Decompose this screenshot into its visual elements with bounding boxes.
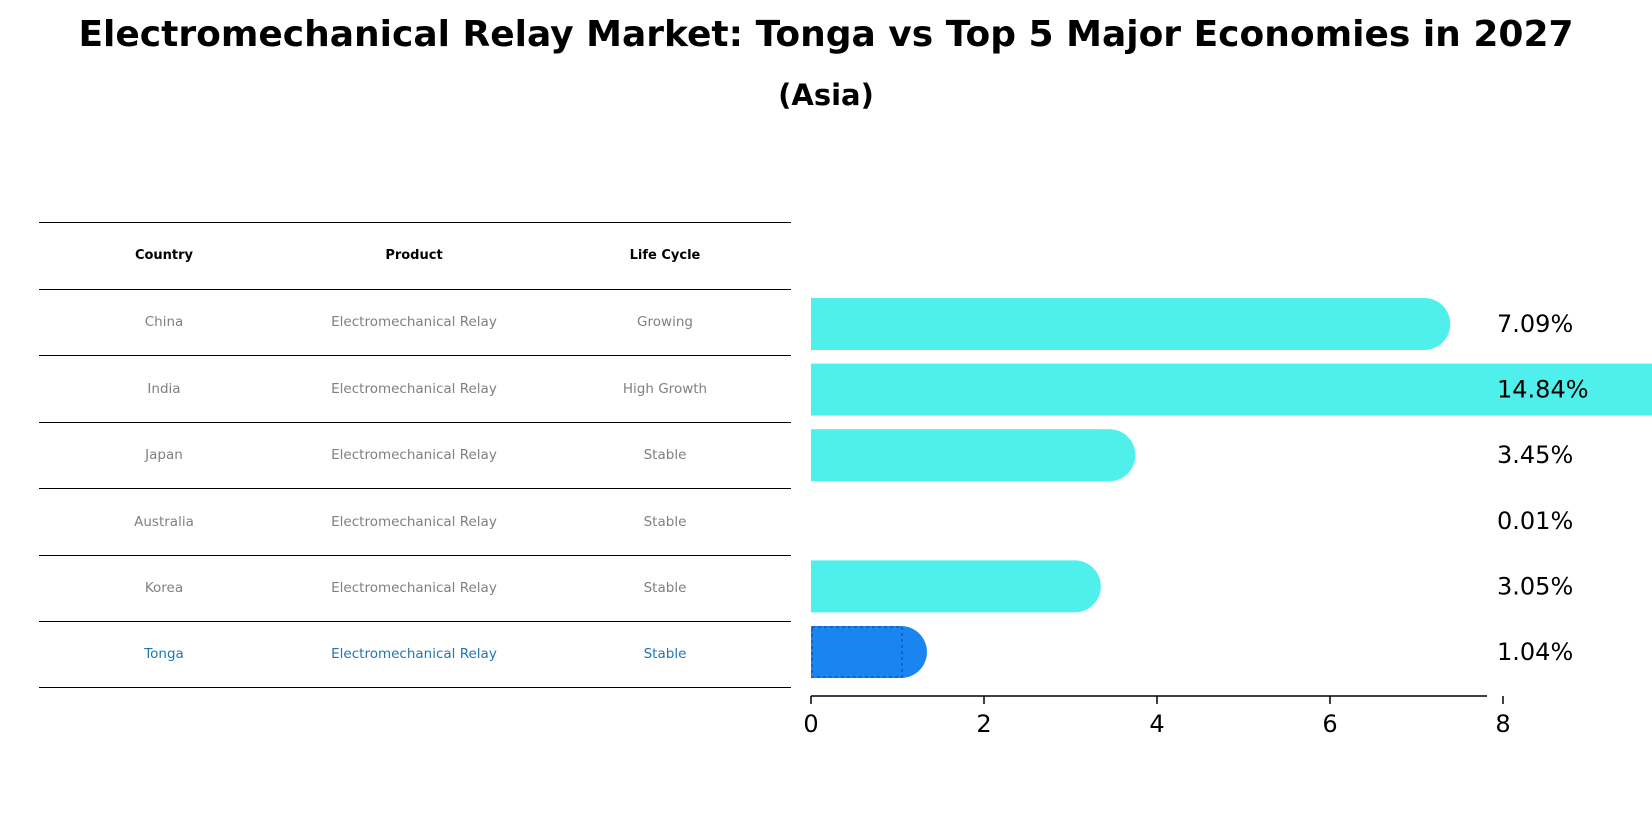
cell-life-cycle: Stable	[643, 646, 687, 663]
x-tick-label-0: 0	[803, 710, 818, 738]
cell-life-cycle: Stable	[643, 447, 687, 464]
table-header-row: Country Product Life Cycle	[39, 222, 791, 289]
table-row: Australia Electromechanical Relay Stable	[39, 488, 791, 555]
cell-product: Electromechanical Relay	[331, 380, 497, 397]
cell-country: Tonga	[144, 646, 184, 663]
cell-product: Electromechanical Relay	[331, 447, 497, 464]
chart-title: Electromechanical Relay Market: Tonga vs…	[78, 14, 1574, 55]
table-row: India Electromechanical Relay High Growt…	[39, 355, 791, 422]
cell-product: Electromechanical Relay	[331, 314, 497, 331]
bar-japan	[811, 429, 1110, 482]
cell-country: Japan	[145, 447, 183, 464]
bar-cap-china	[1398, 298, 1451, 350]
bar-outline-tonga	[811, 626, 903, 678]
table-row: Korea Electromechanical Relay Stable	[39, 554, 791, 622]
cell-country: China	[144, 314, 184, 331]
bar-korea	[811, 560, 1075, 613]
cell-country: India	[147, 380, 181, 397]
bar-india	[811, 363, 1652, 416]
table-row: China Electromechanical Relay Growing	[39, 288, 791, 356]
cell-life-cycle: Growing	[637, 314, 693, 331]
x-tick-label-4: 4	[1149, 710, 1164, 738]
cell-life-cycle: Stable	[643, 580, 687, 597]
cell-life-cycle: High Growth	[622, 380, 708, 397]
cell-life-cycle: Stable	[643, 513, 687, 530]
cell-country: Korea	[144, 580, 184, 597]
cell-product: Electromechanical Relay	[331, 646, 497, 663]
value-label-china: 7.09%	[1497, 310, 1573, 338]
bar-cap-korea	[1048, 560, 1101, 613]
x-tick-label-8: 8	[1495, 710, 1510, 738]
header-country: Country	[134, 248, 194, 264]
bar-china	[811, 298, 1425, 350]
value-label-japan: 3.45%	[1497, 441, 1573, 469]
value-label-tonga: 1.04%	[1497, 638, 1573, 666]
chart-subtitle: (Asia)	[778, 78, 874, 112]
x-tick-label-6: 6	[1322, 710, 1337, 738]
table-row: Japan Electromechanical Relay Stable	[39, 421, 791, 489]
header-product: Product	[385, 248, 443, 264]
x-tick-label-2: 2	[976, 710, 991, 738]
table-row-highlight: Tonga Electromechanical Relay Stable	[39, 621, 791, 688]
header-life-cycle: Life Cycle	[629, 248, 701, 264]
bar-cap-japan	[1083, 429, 1136, 482]
cell-country: Australia	[134, 513, 194, 530]
cell-product: Electromechanical Relay	[331, 580, 497, 597]
value-label-korea: 3.05%	[1497, 572, 1573, 600]
value-label-australia: 0.01%	[1497, 507, 1573, 535]
data-table: Country Product Life Cycle China Electro…	[39, 222, 791, 688]
value-label-india: 14.84%	[1497, 376, 1589, 404]
cell-product: Electromechanical Relay	[331, 513, 497, 530]
